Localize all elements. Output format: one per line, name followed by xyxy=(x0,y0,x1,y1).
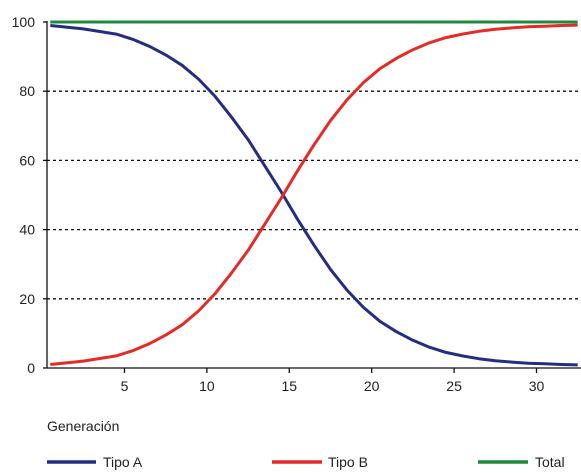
y-tick-label-60: 60 xyxy=(19,152,35,168)
x-tick-label-10: 10 xyxy=(199,378,215,394)
x-axis-label: Generación xyxy=(47,418,119,434)
x-tick-label-5: 5 xyxy=(121,378,129,394)
series-group xyxy=(50,20,578,367)
legend-label-total: Total xyxy=(535,454,565,470)
y-tick-label-20: 20 xyxy=(19,291,35,307)
grid xyxy=(47,90,581,300)
x-tick-label-30: 30 xyxy=(529,378,545,394)
x-tick-label-15: 15 xyxy=(281,378,297,394)
x-tick-label-20: 20 xyxy=(364,378,380,394)
x-tick-labels: 5 10 15 20 25 30 xyxy=(121,378,545,394)
x-tick-label-25: 25 xyxy=(446,378,462,394)
axes xyxy=(43,21,581,373)
legend-label-tipo-a: Tipo A xyxy=(103,454,143,470)
y-tick-label-100: 100 xyxy=(12,14,36,30)
y-tick-label-40: 40 xyxy=(19,222,35,238)
series-line-tipo-a xyxy=(50,24,578,367)
y-tick-labels: 0 20 40 60 80 100 xyxy=(12,14,36,376)
y-tick-label-80: 80 xyxy=(19,83,35,99)
y-tick-label-0: 0 xyxy=(27,360,35,376)
series-line-tipo-b xyxy=(50,23,578,366)
legend: Tipo A Tipo B Total xyxy=(47,454,565,470)
legend-label-tipo-b: Tipo B xyxy=(328,454,368,470)
